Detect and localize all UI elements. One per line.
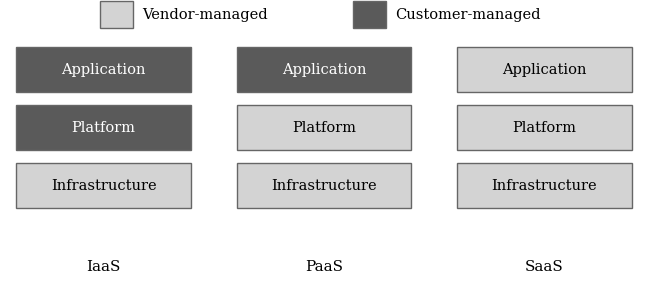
FancyBboxPatch shape [237, 163, 411, 208]
FancyBboxPatch shape [16, 47, 191, 92]
FancyBboxPatch shape [100, 1, 133, 28]
FancyBboxPatch shape [457, 163, 632, 208]
Text: Customer-managed: Customer-managed [395, 8, 541, 21]
Text: PaaS: PaaS [305, 260, 343, 274]
Text: Application: Application [282, 63, 366, 77]
Text: Vendor-managed: Vendor-managed [143, 8, 268, 21]
FancyBboxPatch shape [457, 105, 632, 150]
FancyBboxPatch shape [237, 47, 411, 92]
Text: Infrastructure: Infrastructure [51, 179, 157, 193]
Text: Application: Application [502, 63, 586, 77]
Text: IaaS: IaaS [86, 260, 121, 274]
FancyBboxPatch shape [16, 163, 191, 208]
Text: Platform: Platform [292, 121, 356, 135]
Text: SaaS: SaaS [525, 260, 564, 274]
FancyBboxPatch shape [237, 105, 411, 150]
Text: Platform: Platform [513, 121, 576, 135]
Text: Application: Application [62, 63, 146, 77]
Text: Platform: Platform [72, 121, 135, 135]
FancyBboxPatch shape [16, 105, 191, 150]
Text: Infrastructure: Infrastructure [491, 179, 597, 193]
FancyBboxPatch shape [353, 1, 386, 28]
Text: Infrastructure: Infrastructure [271, 179, 377, 193]
FancyBboxPatch shape [457, 47, 632, 92]
